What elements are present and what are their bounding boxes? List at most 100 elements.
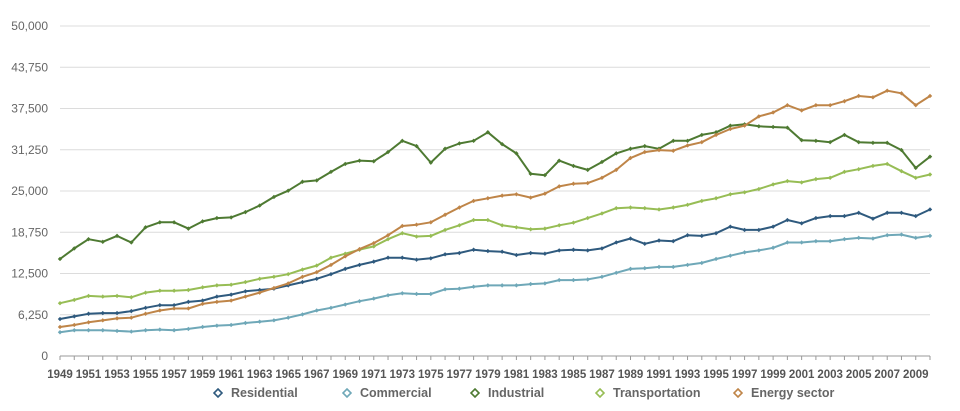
data-point: [414, 291, 419, 297]
data-point: [713, 196, 719, 201]
data-point: [799, 221, 804, 226]
data-point: [357, 246, 362, 252]
data-point: [114, 310, 120, 316]
data-point: [171, 302, 177, 308]
data-point: [343, 266, 348, 272]
x-tick-label: 1993: [675, 369, 701, 381]
data-point: [499, 283, 505, 288]
series-line: [59, 89, 931, 328]
data-point: [913, 103, 918, 108]
x-tick-label: 1975: [418, 369, 444, 381]
data-point: [371, 244, 376, 249]
data-point: [357, 299, 362, 304]
data-point: [514, 225, 519, 230]
data-point: [300, 267, 305, 272]
data-point: [129, 295, 134, 300]
data-point: [899, 147, 904, 153]
data-point: [770, 110, 776, 115]
x-tick-label: 2009: [903, 369, 929, 381]
data-point: [186, 226, 191, 231]
series-lines: [57, 88, 933, 335]
data-point: [186, 299, 191, 305]
data-point: [485, 248, 491, 254]
data-point: [642, 149, 647, 155]
data-point: [471, 138, 476, 144]
data-point: [642, 143, 647, 149]
data-point: [656, 238, 662, 243]
data-point: [899, 210, 904, 215]
data-point: [842, 99, 847, 104]
x-tick-label: 2003: [817, 369, 843, 381]
data-point: [257, 276, 262, 281]
data-point: [428, 220, 434, 225]
data-point: [428, 160, 434, 165]
data-point: [870, 216, 876, 221]
data-point: [885, 140, 890, 146]
data-point: [328, 262, 334, 268]
data-point: [699, 132, 705, 138]
x-tick-label: 1979: [475, 369, 501, 381]
data-point: [656, 264, 662, 270]
data-point: [300, 312, 305, 317]
data-point: [143, 290, 148, 295]
data-point: [457, 223, 462, 228]
data-point: [528, 250, 533, 256]
data-point: [927, 93, 933, 99]
data-point: [614, 240, 619, 245]
x-tick-label: 1971: [361, 369, 387, 381]
data-point: [571, 181, 576, 186]
x-tick-label: 1949: [47, 369, 73, 381]
data-point: [542, 281, 548, 286]
data-point: [842, 236, 847, 242]
data-point: [899, 91, 904, 96]
legend-item: Energy sector: [733, 386, 834, 400]
data-point: [86, 293, 91, 299]
x-tick-label: 1997: [732, 369, 758, 381]
data-point: [157, 308, 163, 313]
data-point: [100, 328, 105, 333]
data-point: [642, 266, 647, 271]
data-point: [371, 296, 376, 301]
data-point: [228, 322, 234, 328]
data-point: [927, 172, 933, 177]
data-point: [171, 220, 177, 225]
data-point: [514, 283, 519, 288]
data-point: [100, 239, 105, 245]
data-point: [899, 169, 904, 174]
data-point: [442, 287, 448, 292]
data-point: [685, 143, 690, 148]
data-point: [842, 132, 847, 138]
y-tick-label: 0: [41, 349, 48, 363]
data-point: [528, 281, 533, 287]
data-point: [228, 292, 234, 297]
data-point: [414, 222, 419, 227]
data-point: [257, 319, 262, 324]
data-point: [642, 205, 647, 211]
data-point: [785, 125, 790, 130]
data-point: [72, 322, 77, 328]
data-point: [442, 146, 448, 151]
data-point: [571, 163, 576, 169]
data-point: [428, 256, 434, 261]
data-point: [57, 330, 63, 335]
data-point: [385, 293, 391, 298]
data-point: [827, 175, 833, 180]
data-point: [499, 223, 505, 228]
data-point: [285, 271, 291, 277]
data-point: [57, 324, 63, 330]
data-point: [699, 260, 705, 266]
data-point: [57, 301, 63, 306]
data-point: [328, 271, 334, 277]
data-point: [243, 294, 248, 299]
data-point: [129, 240, 134, 245]
data-point: [870, 236, 876, 241]
data-point: [100, 318, 105, 323]
data-point: [343, 161, 348, 167]
data-point: [656, 207, 662, 212]
data-point: [471, 247, 476, 252]
data-point: [186, 287, 191, 293]
y-tick-label: 6,250: [18, 308, 48, 322]
data-point: [756, 227, 762, 233]
data-point: [770, 224, 776, 229]
data-point: [599, 175, 605, 180]
